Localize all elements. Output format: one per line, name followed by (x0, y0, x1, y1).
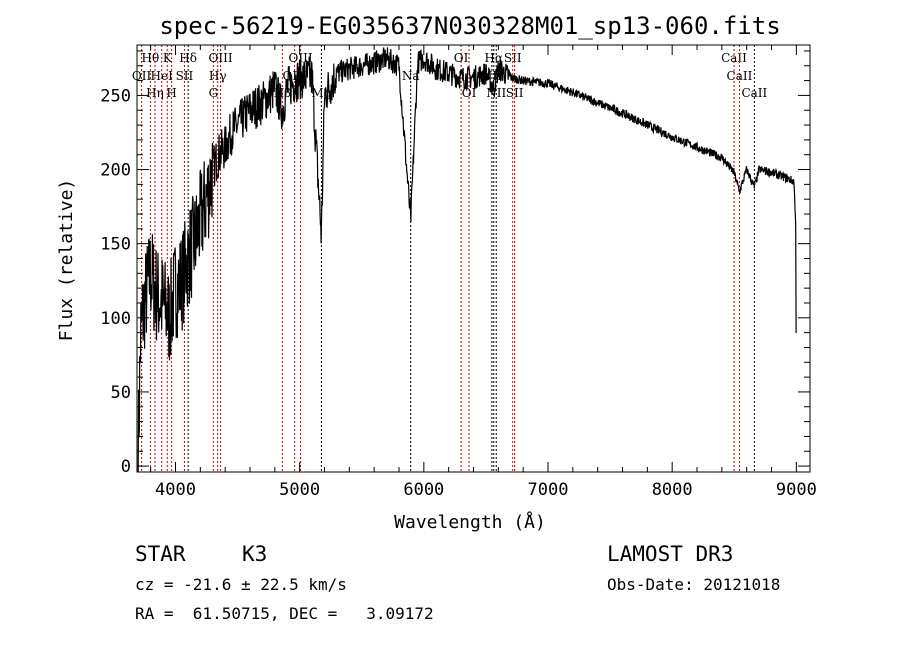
line-label: OI (454, 51, 469, 65)
x-tick-label: 5000 (279, 480, 320, 500)
spectrum-series (137, 47, 797, 473)
y-axis-label: Flux (relative) (56, 179, 77, 342)
line-label: G (209, 86, 219, 100)
line-label: K (163, 51, 173, 65)
coordinates: RA = 61.50715, DEC = 3.09172 (135, 604, 434, 623)
line-label: Hδ (179, 51, 197, 65)
line-label: CaII (727, 69, 753, 83)
line-label: Na (402, 69, 420, 83)
x-axis-label: Wavelength (Å) (394, 511, 546, 533)
spectrum-line (137, 47, 797, 473)
line-label: Hγ (209, 69, 227, 83)
chart-title: spec-56219-EG035637N030328M01_sp13-060.f… (159, 12, 780, 40)
x-tick-label: 7000 (528, 480, 569, 500)
line-label: SII (504, 51, 522, 65)
line-label: OI (462, 86, 477, 100)
y-tick-label: 150 (100, 235, 131, 255)
y-tick-label: 100 (100, 309, 131, 329)
object-class: STAR (135, 542, 186, 566)
line-label: CaII (721, 51, 747, 65)
line-label: Hη (146, 86, 164, 100)
line-label: H (166, 86, 176, 100)
line-markers: OIIHθHηHeIKHSIIHδGHγOIIIHβOIIIOIIIMgNaOI… (132, 45, 768, 472)
line-label: OIII (209, 51, 233, 65)
redshift-info: cz = -21.6 ± 22.5 km/s (135, 575, 347, 594)
line-label: SII (176, 69, 194, 83)
y-tick-label: 250 (100, 86, 131, 106)
y-tick-label: 200 (100, 161, 131, 181)
line-label: Hθ (142, 51, 160, 65)
line-label: NII (486, 86, 506, 100)
x-tick-label: 9000 (776, 480, 817, 500)
line-label: SII (506, 86, 524, 100)
obs-date: Obs-Date: 20121018 (607, 575, 780, 594)
line-label: CaII (741, 86, 767, 100)
plot-frame (136, 44, 811, 473)
x-tick-label: 4000 (155, 480, 196, 500)
y-tick-label: 0 (121, 457, 131, 477)
survey-name: LAMOST DR3 (607, 542, 733, 566)
axes: 4000 5000 6000 7000 8000 9000 0 50 100 150 200 250 (100, 45, 817, 500)
y-tick-label: 50 (111, 383, 131, 403)
object-subclass: K3 (242, 542, 267, 566)
x-tick-label: 8000 (652, 480, 693, 500)
x-tick-label: 6000 (403, 480, 444, 500)
line-label: HeI (151, 69, 174, 83)
